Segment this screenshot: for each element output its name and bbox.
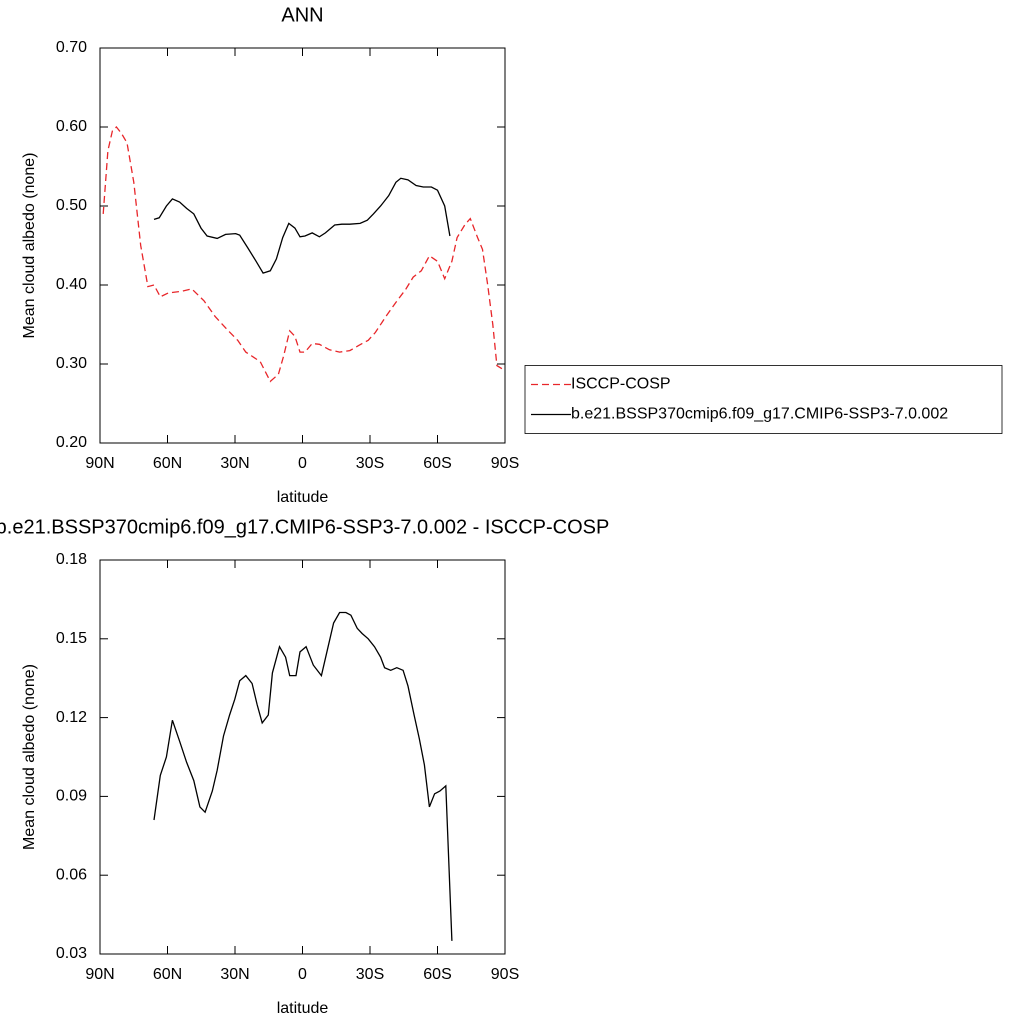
y-tick-label: 0.12 xyxy=(56,709,87,726)
chart-title: ANN xyxy=(281,4,323,26)
x-tick-label: 90N xyxy=(85,455,114,472)
y-tick-label: 0.20 xyxy=(56,434,87,451)
y-tick-label: 0.60 xyxy=(56,118,87,135)
x-tick-label: 30N xyxy=(220,966,249,983)
series-line xyxy=(102,126,503,383)
x-tick-label: 0 xyxy=(298,966,307,983)
x-tick-label: 60S xyxy=(423,966,451,983)
series-line xyxy=(153,611,453,941)
y-tick-label: 0.09 xyxy=(56,788,87,805)
y-tick-label: 0.50 xyxy=(56,197,87,214)
series-line xyxy=(153,177,451,274)
y-axis-label: Mean cloud albedo (none) xyxy=(21,153,38,339)
y-tick-label: 0.40 xyxy=(56,276,87,293)
y-tick-label: 0.30 xyxy=(56,355,87,372)
chart-title: b.e21.BSSP370cmip6.f09_g17.CMIP6-SSP3-7.… xyxy=(0,516,609,538)
x-tick-label: 90S xyxy=(491,455,519,472)
y-tick-label: 0.70 xyxy=(56,39,87,56)
x-tick-label: 30S xyxy=(356,966,384,983)
y-tick-label: 0.03 xyxy=(56,945,87,962)
x-axis-label: latitude xyxy=(277,1000,329,1017)
x-tick-label: 30N xyxy=(220,455,249,472)
x-tick-label: 30S xyxy=(356,455,384,472)
legend-label: b.e21.BSSP370cmip6.f09_g17.CMIP6-SSP3-7.… xyxy=(571,406,948,423)
y-tick-label: 0.18 xyxy=(56,551,87,568)
x-tick-label: 60N xyxy=(153,455,182,472)
x-tick-label: 60S xyxy=(423,455,451,472)
x-tick-label: 60N xyxy=(153,966,182,983)
legend-box xyxy=(524,365,1003,434)
x-tick-label: 0 xyxy=(298,455,307,472)
x-tick-label: 90S xyxy=(491,966,519,983)
y-tick-label: 0.06 xyxy=(56,866,87,883)
plot-frame xyxy=(99,559,506,955)
plot-frame xyxy=(99,47,506,444)
x-tick-label: 90N xyxy=(85,966,114,983)
x-axis-label: latitude xyxy=(277,489,329,506)
y-tick-label: 0.15 xyxy=(56,630,87,647)
y-axis-label: Mean cloud albedo (none) xyxy=(21,664,38,850)
legend-label: ISCCP-COSP xyxy=(571,376,671,393)
